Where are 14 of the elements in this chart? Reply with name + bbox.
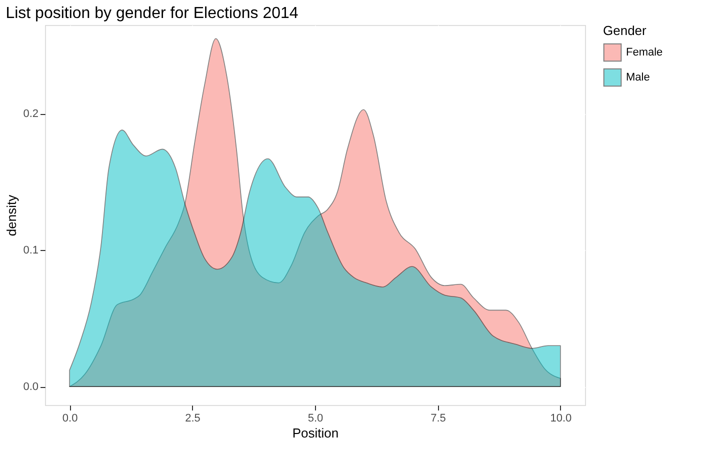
x-tick-label: 0.0 xyxy=(62,412,78,424)
x-tick-label: 5.0 xyxy=(308,412,324,424)
legend-label: Male xyxy=(626,72,650,84)
x-tick-label: 2.5 xyxy=(185,412,200,424)
chart-title: List position by gender for Elections 2014 xyxy=(6,5,298,22)
x-axis-title: Position xyxy=(292,426,339,440)
y-tick-label: 0.1 xyxy=(23,244,38,257)
y-tick-label: 0.0 xyxy=(23,381,38,394)
legend-label: Female xyxy=(626,46,663,58)
y-tick-label: 0.2 xyxy=(23,108,38,120)
legend-title: Gender xyxy=(603,23,648,38)
x-tick-label: 7.5 xyxy=(430,412,446,424)
y-axis-title: density xyxy=(4,194,20,236)
x-tick-label: 10.0 xyxy=(550,412,572,424)
